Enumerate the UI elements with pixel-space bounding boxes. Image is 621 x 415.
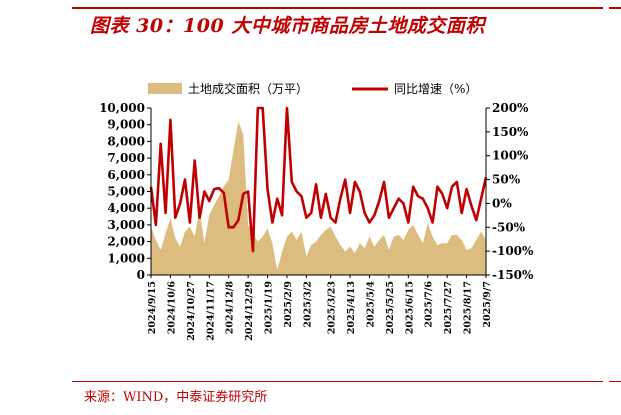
y-left-tick-label: 10,000 <box>99 101 145 115</box>
y-right-tick-label: -50% <box>492 220 526 234</box>
chart-svg: 土地成交面积（万平） 同比增速（%） 0 1,000 2,000 3,000 4,000… <box>99 81 534 341</box>
bottom-rule-right <box>609 381 621 382</box>
plot-area: 0 1,000 2,000 3,000 4,000 5,000 6,000 7,000 8,00… <box>99 101 534 341</box>
x-tick-label: 2025/2/9 <box>283 281 294 328</box>
legend-label-line: 同比增速（%） <box>394 82 477 96</box>
x-tick-label: 2025/7/6 <box>424 281 435 328</box>
y-left-tick-label: 3,000 <box>107 218 145 232</box>
x-tick-label: 2025/3/2 <box>302 281 313 328</box>
legend-swatch-area <box>148 83 182 94</box>
figure-title: 图表 30：100 大中城市商品房土地成交面积 <box>90 15 485 37</box>
x-tick-label: 2025/3/23 <box>327 281 338 334</box>
x-tick-label: 2024/11/17 <box>205 281 216 341</box>
x-tick-label: 2024/10/6 <box>166 281 177 335</box>
x-tick-label: 2025/5/25 <box>385 281 396 334</box>
y-left-tick-label: 8,000 <box>107 134 145 148</box>
x-tick-label: 2025/8/17 <box>463 281 474 334</box>
legend: 土地成交面积（万平） 同比增速（%） <box>148 81 477 96</box>
y-left-tick-label: 6,000 <box>107 168 145 182</box>
source-note: 来源：WIND，中泰证券研究所 <box>84 390 268 405</box>
x-tick-label: 2024/10/27 <box>186 281 197 341</box>
y-right-tick-label: 0% <box>492 196 512 210</box>
x-tick-label: 2024/12/8 <box>225 281 236 335</box>
y-left-tick-label: 7,000 <box>107 151 145 165</box>
x-tick-label: 2025/5/4 <box>365 281 376 328</box>
series-line-yoy-growth <box>149 106 488 253</box>
y-right-tick-label: -150% <box>492 268 534 282</box>
y-left-tick-label: 5,000 <box>107 185 145 199</box>
x-tick-label: 2025/1/19 <box>264 281 275 335</box>
y-right-tick-label: 150% <box>492 125 529 139</box>
y-right-tick-label: 200% <box>492 101 529 115</box>
y-right-tick-label: 50% <box>492 173 521 187</box>
y-left-tick-label: 0 <box>137 268 145 282</box>
x-tick-label: 2025/7/27 <box>443 281 454 334</box>
chart-panel: 土地成交面积（万平） 同比增速（%） 0 1,000 2,000 3,000 4,000… <box>96 70 541 360</box>
x-tick-label: 2024/12/29 <box>244 281 255 341</box>
legend-label-area: 土地成交面积（万平） <box>188 81 308 96</box>
y-left-tick-label: 2,000 <box>107 235 145 249</box>
top-rule <box>72 7 603 9</box>
y-left-tick-label: 1,000 <box>107 251 145 265</box>
y-left-tick-label: 9,000 <box>107 118 145 132</box>
top-rule-right <box>609 7 621 9</box>
bottom-rule <box>72 381 603 382</box>
y-right-tick-label: 100% <box>492 149 529 163</box>
x-tick-label: 2025/9/7 <box>482 281 493 328</box>
x-tick-label: 2025/6/15 <box>404 281 415 334</box>
x-tick-label: 2024/9/15 <box>147 281 158 334</box>
y-left-tick-label: 4,000 <box>107 201 145 215</box>
y-right-tick-label: -100% <box>492 244 534 258</box>
x-tick-label: 2025/4/13 <box>346 281 357 334</box>
series-area-land-transactions <box>151 121 486 275</box>
